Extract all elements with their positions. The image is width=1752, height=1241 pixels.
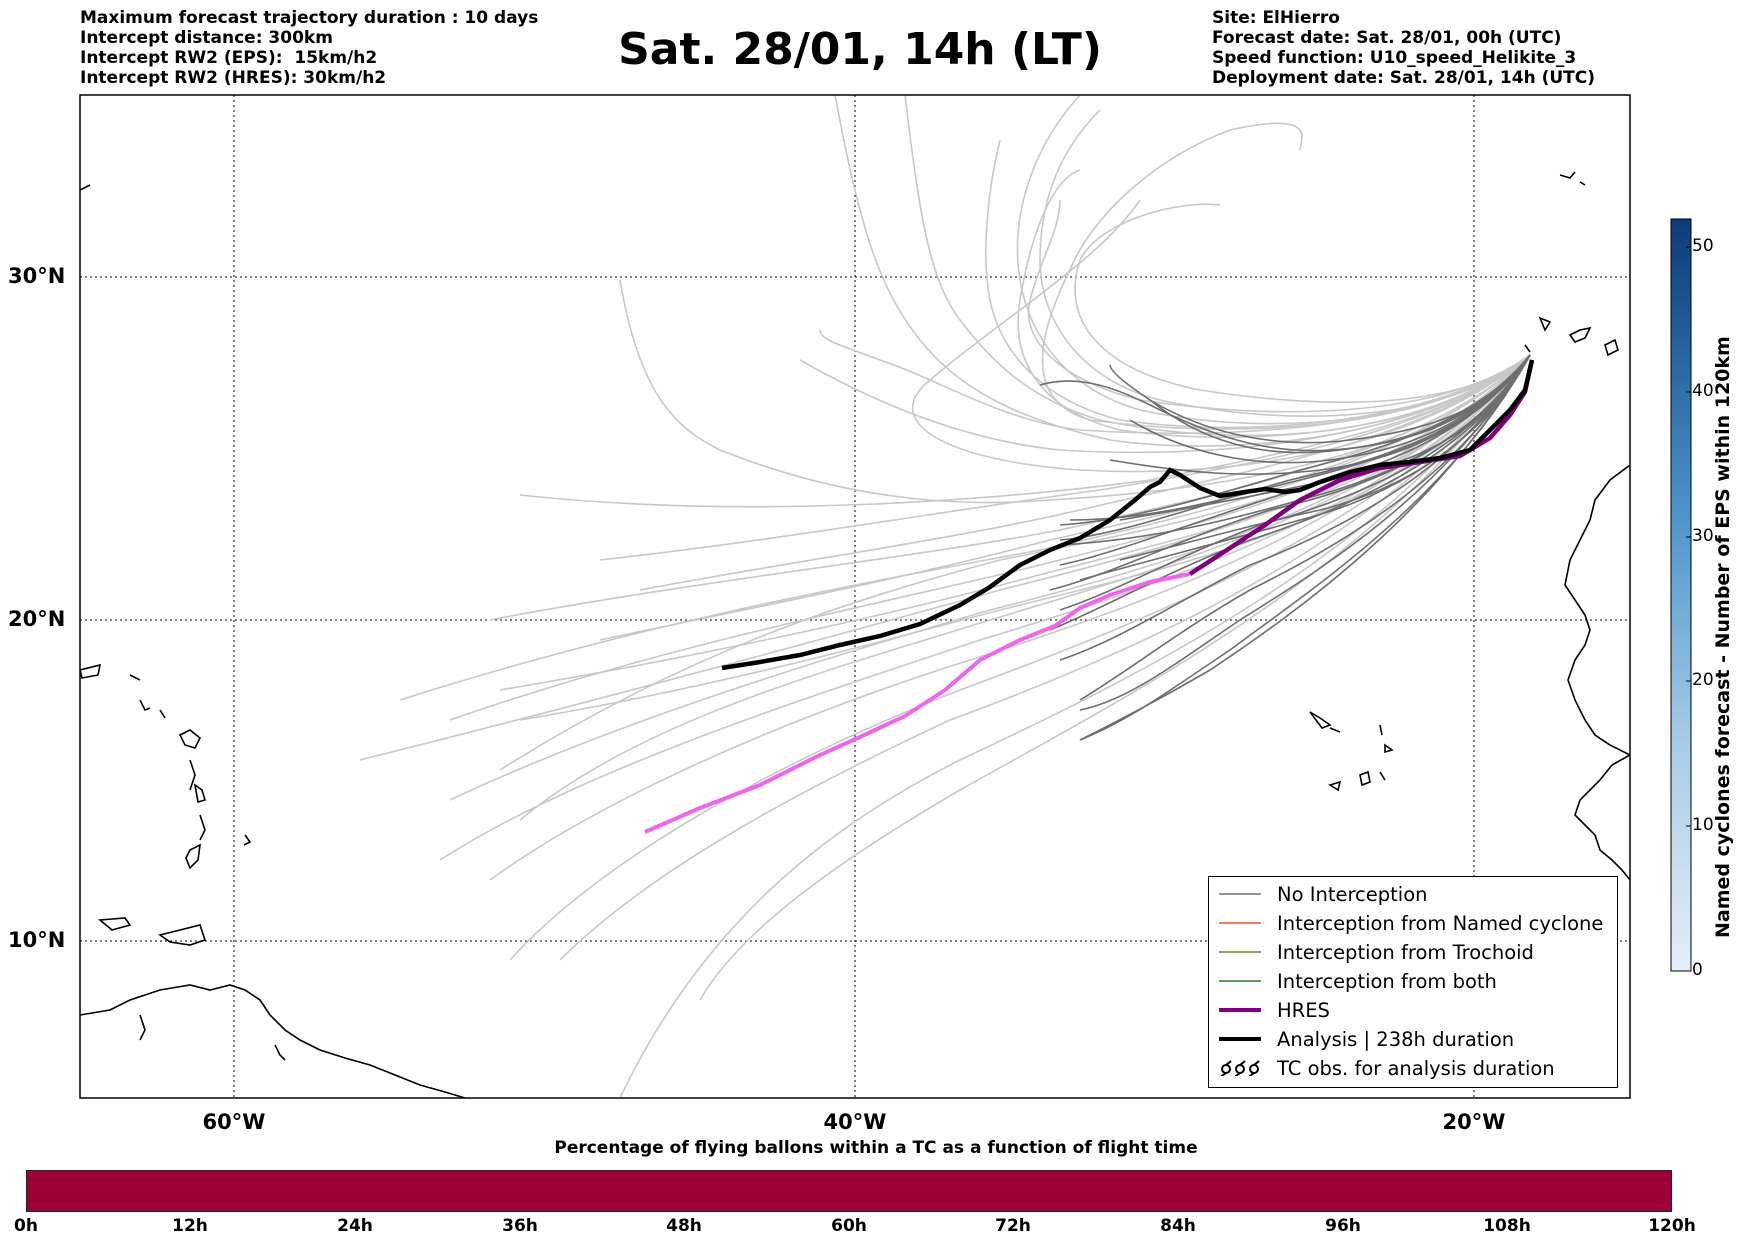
legend-label: Analysis | 238h duration <box>1277 1027 1515 1051</box>
lon-label-60w: 60°W <box>202 1110 266 1134</box>
timebar-tick: 12h <box>172 1216 208 1236</box>
timebar-fill <box>26 1170 1672 1212</box>
info-line: Forecast date: Sat. 28/01, 00h (UTC) <box>1212 28 1562 48</box>
map-legend: No Interception Interception from Named … <box>1208 876 1618 1088</box>
legend-item-analysis: Analysis | 238h duration <box>1219 1027 1514 1051</box>
timebar-tick: 120h <box>1648 1216 1696 1236</box>
colorbar-tick: 40 <box>1692 381 1714 401</box>
legend-item-trochoid: Interception from Trochoid <box>1219 940 1534 964</box>
timebar-title: Percentage of flying ballons within a TC… <box>554 1138 1198 1158</box>
lat-label-20n: 20°N <box>8 607 66 631</box>
run-info-right: Site: ElHierro Forecast date: Sat. 28/01… <box>1212 8 1595 88</box>
page-title: Sat. 28/01, 14h (LT) <box>618 24 1102 75</box>
legend-label: Interception from Trochoid <box>1277 940 1534 964</box>
hres-trajectory <box>1188 359 1535 576</box>
timebar-tick: 0h <box>14 1216 38 1236</box>
info-line: Maximum forecast trajectory duration : 1… <box>80 8 539 28</box>
timebar-tick: 72h <box>995 1216 1031 1236</box>
run-info-left: Maximum forecast trajectory duration : 1… <box>80 8 538 88</box>
timebar-tick: 36h <box>502 1216 538 1236</box>
cyclone-symbols-icon <box>1220 1060 1260 1076</box>
map-frame <box>79 94 1631 1099</box>
info-line: Site: ElHierro <box>1212 8 1340 28</box>
colorbar-tick: 30 <box>1692 526 1714 546</box>
thin-orange-line-icon <box>1219 922 1261 924</box>
timebar-tick: 108h <box>1483 1216 1531 1236</box>
info-line: Intercept distance: 300km <box>80 28 333 48</box>
thick-purple-line-icon <box>1219 1008 1261 1012</box>
legend-item-named-cyclone: Interception from Named cyclone <box>1219 911 1603 935</box>
timebar-tick: 60h <box>831 1216 867 1236</box>
legend-item-no-interception: No Interception <box>1219 882 1428 906</box>
timebar-tick: 24h <box>337 1216 373 1236</box>
lat-label-30n: 30°N <box>8 264 66 288</box>
colorbar-tick: 0 <box>1692 960 1703 980</box>
legend-item-both: Interception from both <box>1219 969 1497 993</box>
analysis-trajectory <box>721 359 1535 671</box>
colorbar-title: Named cyclones forecast - Number of EPS … <box>1712 336 1734 938</box>
info-line: Intercept RW2 (EPS): 15km/h2 <box>80 48 378 68</box>
info-line: Speed function: U10_speed_Helikite_3 <box>1212 48 1577 68</box>
thin-green-line-icon <box>1219 980 1261 982</box>
legend-item-hres: HRES <box>1219 998 1330 1022</box>
hres-trajectory-early <box>644 572 1191 834</box>
ensemble-trajectories-light <box>359 95 1531 1098</box>
legend-label: TC obs. for analysis duration <box>1277 1056 1555 1080</box>
colorbar-tick: 50 <box>1692 236 1714 256</box>
info-line: Intercept RW2 (HRES): 30km/h2 <box>80 68 387 88</box>
thin-olive-line-icon <box>1219 951 1261 953</box>
lat-label-10n: 10°N <box>8 928 66 952</box>
no-interception-trajectories <box>1039 354 1531 741</box>
thin-gray-line-icon <box>1219 893 1261 895</box>
legend-label: HRES <box>1277 998 1330 1022</box>
legend-label: Interception from both <box>1277 969 1497 993</box>
timebar-tick: 96h <box>1325 1216 1361 1236</box>
info-line: Deployment date: Sat. 28/01, 14h (UTC) <box>1212 68 1596 88</box>
colorbar-scale <box>1670 218 1692 972</box>
timebar-tick: 84h <box>1160 1216 1196 1236</box>
legend-item-tc-obs: TC obs. for analysis duration <box>1219 1056 1555 1080</box>
timebar-tick: 48h <box>666 1216 702 1236</box>
coastlines <box>80 171 1630 1098</box>
legend-label: Interception from Named cyclone <box>1277 911 1604 935</box>
colorbar-tick: 10 <box>1692 815 1714 835</box>
legend-label: No Interception <box>1277 882 1428 906</box>
colorbar-tick: 20 <box>1692 670 1714 690</box>
thick-black-line-icon <box>1219 1037 1261 1041</box>
lon-label-40w: 40°W <box>823 1110 887 1134</box>
lon-label-20w: 20°W <box>1442 1110 1506 1134</box>
